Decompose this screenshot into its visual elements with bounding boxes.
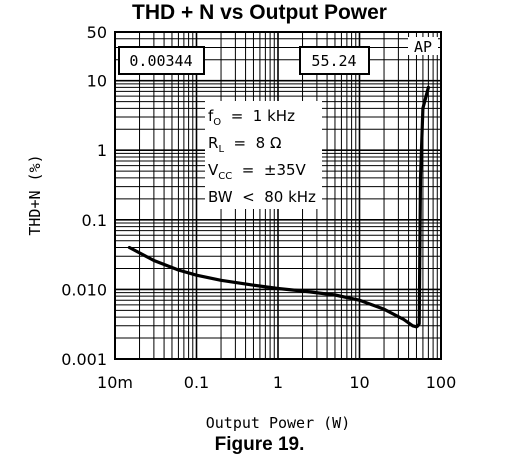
x-tick-label: 0.1 (184, 373, 209, 392)
chart-title: THD + N vs Output Power (132, 1, 387, 24)
readout-box-left (118, 46, 205, 75)
y-tick-label: 10 (87, 72, 107, 91)
y-tick-label: 50 (87, 23, 107, 42)
x-tick-label: 1 (273, 373, 283, 392)
readout-right: 55.24 (311, 52, 356, 70)
condition-rl: RL = 8 Ω (208, 134, 281, 155)
y-tick-label: 0.001 (61, 350, 107, 369)
conditions-bg (205, 101, 322, 209)
ap-badge-bg (408, 37, 438, 55)
x-tick-label: 10m (97, 373, 133, 392)
y-tick-labels: 0.001 0.010 0.1 1 10 50 (61, 23, 107, 369)
y-tick-label: 0.1 (82, 211, 107, 230)
x-axis-label: Output Power (W) (206, 414, 351, 432)
readout-left: 0.00344 (129, 52, 192, 70)
x-tick-labels: 10m 0.1 1 10 100 (97, 373, 456, 392)
y-axis-label: THD+N (%) (26, 154, 44, 235)
y-tick-label: 1 (97, 141, 107, 160)
y-tick-label: 0.010 (61, 280, 107, 299)
condition-fo: fO = 1 kHz (208, 107, 295, 128)
x-tick-label: 100 (426, 373, 457, 392)
series-layer (127, 85, 430, 329)
x-tick-label: 10 (349, 373, 369, 392)
ap-badge: AP (414, 38, 432, 56)
thd-curve (127, 85, 430, 329)
condition-bw: BW < 80 kHz (208, 188, 316, 206)
plot-frame (114, 31, 442, 360)
figure-caption: Figure 19. (214, 434, 305, 455)
readout-box-right (299, 46, 370, 75)
condition-vcc: VCC = ±35V (208, 161, 307, 182)
